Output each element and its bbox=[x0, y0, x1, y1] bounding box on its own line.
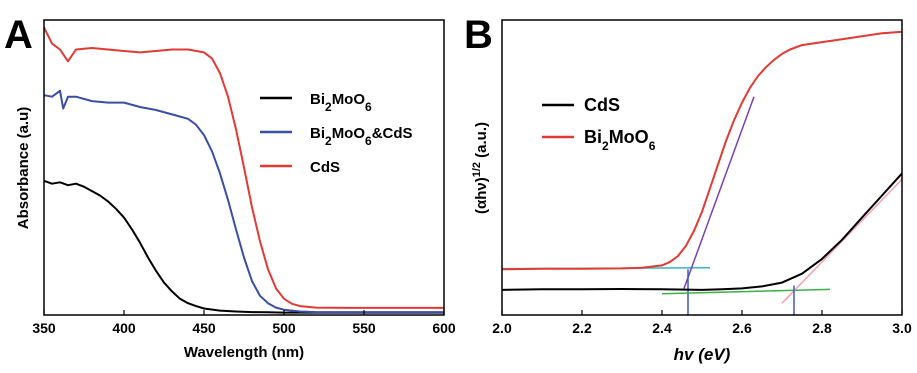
panel-a-x-ticks: 350 400 450 500 550 600 bbox=[32, 310, 456, 336]
panel-a-series-line-1 bbox=[43, 89, 444, 314]
panel-b-label: B bbox=[464, 13, 493, 57]
panel-b-guide-line-1 bbox=[683, 96, 755, 289]
panel-b-frame bbox=[501, 19, 903, 316]
panel-a-series-line-2 bbox=[43, 26, 444, 309]
panel-b: 2.0 2.2 2.4 2.6 2.8 3.0 hv (eV) (αhν)1/2 (a.u… bbox=[464, 13, 912, 364]
panel-b-x-ticks: 2.0 2.2 2.4 2.6 2.8 3.0 bbox=[492, 310, 912, 336]
panel-a-x-tick-label-4: 550 bbox=[352, 320, 376, 336]
panel-a-x-tick-label-0: 350 bbox=[32, 320, 56, 336]
panel-b-x-tick-label-1: 2.2 bbox=[572, 320, 592, 336]
panel-b-guide-line-3 bbox=[661, 288, 831, 295]
panel-b-guide-line-4 bbox=[781, 178, 903, 304]
panel-b-x-tick-label-0: 2.0 bbox=[492, 320, 512, 336]
panel-b-x-tick-label-5: 3.0 bbox=[892, 320, 912, 336]
panel-a-x-tick-label-5: 600 bbox=[432, 320, 456, 336]
panel-a-series-line-0 bbox=[43, 179, 444, 314]
panel-a-frame bbox=[43, 19, 445, 316]
panel-b-y-axis-label: (αhν)1/2 (a.u.) bbox=[471, 122, 490, 214]
panel-b-legend-label-1: Bi2MoO6 bbox=[584, 127, 656, 153]
panel-b-series-line-1 bbox=[501, 30, 903, 271]
panel-b-plot-area bbox=[501, 30, 903, 315]
panel-a-plot-area bbox=[43, 26, 444, 314]
panel-b-x-tick-label-2: 2.4 bbox=[652, 320, 672, 336]
panel-a-x-axis-label: Wavelength (nm) bbox=[184, 344, 304, 361]
panel-b-series-line-0 bbox=[501, 172, 903, 291]
panel-a-legend-label-1: Bi2MoO6&CdS bbox=[310, 125, 413, 148]
panel-b-legend: CdS Bi2MoO6 bbox=[542, 95, 656, 153]
panel-a-label: A bbox=[4, 13, 33, 57]
panel-b-x-tick-label-4: 2.8 bbox=[812, 320, 832, 336]
panel-b-legend-label-0: CdS bbox=[584, 95, 620, 115]
panel-a-x-tick-label-2: 450 bbox=[192, 320, 216, 336]
panel-a-x-tick-label-3: 500 bbox=[272, 320, 296, 336]
panel-a-legend-label-0: Bi2MoO6 bbox=[310, 91, 372, 114]
panel-a: 350 400 450 500 550 600 Wavelength (nm) Absor… bbox=[4, 13, 456, 361]
panel-a-legend: Bi2MoO6 Bi2MoO6&CdS CdS bbox=[260, 91, 413, 176]
panel-b-x-axis-label: hv (eV) bbox=[674, 345, 731, 364]
panel-b-x-tick-label-3: 2.6 bbox=[732, 320, 752, 336]
panel-a-y-axis-label: Absorbance (a.u) bbox=[15, 107, 32, 230]
panel-a-x-tick-label-1: 400 bbox=[112, 320, 136, 336]
panel-a-legend-label-2: CdS bbox=[310, 159, 340, 176]
